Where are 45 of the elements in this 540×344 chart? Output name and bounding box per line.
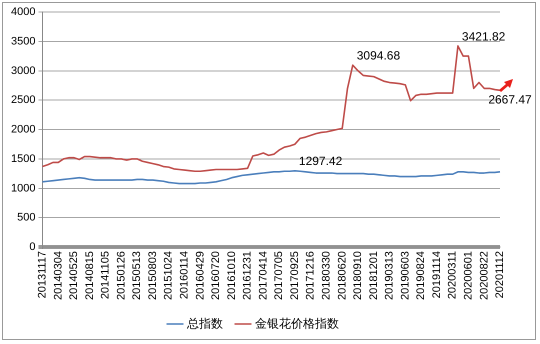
y-tick-label: 3000 xyxy=(10,64,36,77)
x-tick-label: 20200311 xyxy=(446,251,459,300)
x-tick-label: 20200601 xyxy=(462,251,474,300)
y-tick-label: 2000 xyxy=(10,124,36,136)
x-tick-label: 20180910 xyxy=(352,251,364,300)
legend-label: 金银花价格指数 xyxy=(255,316,339,330)
x-tick-label: 20131117 xyxy=(36,251,48,298)
x-tick-label: 20150513 xyxy=(131,251,144,300)
x-tick-label: 20140525 xyxy=(68,251,80,300)
y-tick-label: 3500 xyxy=(10,35,36,48)
y-tick-label: 4000 xyxy=(10,6,36,18)
data-label: 3421.82 xyxy=(462,29,506,44)
x-tick-label: 20191114 xyxy=(430,251,443,298)
x-tick-label: 20180330 xyxy=(320,251,332,300)
data-label: 1297.42 xyxy=(298,154,343,168)
y-tick-label: 2500 xyxy=(10,94,36,106)
x-tick-label: 20160429 xyxy=(194,251,206,300)
y-tick-label: 500 xyxy=(17,212,36,224)
x-tick-label: 20150126 xyxy=(115,251,128,300)
x-tick-label: 20190824 xyxy=(415,251,428,300)
x-tick-label: 20140815 xyxy=(84,251,96,300)
x-tick-label: 20170705 xyxy=(273,251,286,300)
x-tick-label: 20150803 xyxy=(146,251,159,300)
x-tick-label: 20170925 xyxy=(288,251,301,300)
x-tick-label: 20201112 xyxy=(494,251,506,298)
x-tick-label: 20141105 xyxy=(100,251,112,300)
x-tick-label: 20190603 xyxy=(399,251,412,300)
x-tick-label: 20171216 xyxy=(304,251,317,300)
x-tick-label: 20190313 xyxy=(384,251,396,300)
x-tick-label: 20180620 xyxy=(336,251,348,300)
x-tick-label: 20200822 xyxy=(478,251,490,300)
x-tick-label: 20151024 xyxy=(162,251,175,300)
legend-label: 总指数 xyxy=(186,316,223,330)
x-tick-label: 20160720 xyxy=(210,251,222,300)
x-tick-label: 20140304 xyxy=(52,251,64,300)
x-tick-label: 20181201 xyxy=(368,251,380,300)
y-tick-label: 1500 xyxy=(10,152,36,165)
data-label: 3094.68 xyxy=(356,48,400,63)
x-tick-label: 20161010 xyxy=(226,251,238,300)
data-label: 2667.47 xyxy=(488,92,532,107)
x-tick-label: 20160114 xyxy=(178,251,190,300)
x-tick-label: 20170414 xyxy=(257,251,270,300)
y-tick-label: 1000 xyxy=(10,182,36,194)
y-tick-label: 0 xyxy=(29,241,36,254)
x-tick-label: 20161231 xyxy=(242,251,254,300)
